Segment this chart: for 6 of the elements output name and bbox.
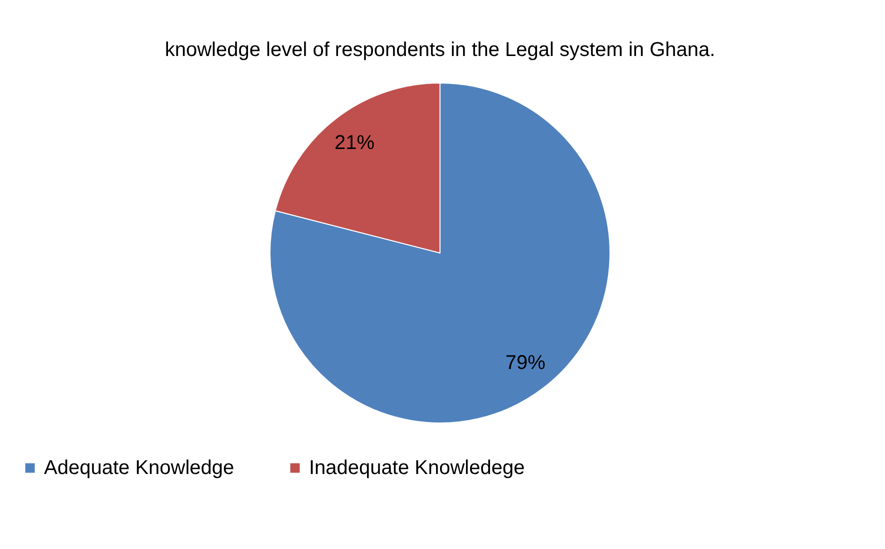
data-label: 79% (505, 352, 546, 374)
chart-title: knowledge level of respondents in the Legal system in Ghana. (164, 39, 716, 61)
data-label: 21% (334, 132, 375, 154)
legend-label: Inadequate Knowledege (309, 457, 525, 479)
legend-label: Adequate Knowledge (44, 457, 234, 479)
pie-slice (270, 82, 610, 424)
